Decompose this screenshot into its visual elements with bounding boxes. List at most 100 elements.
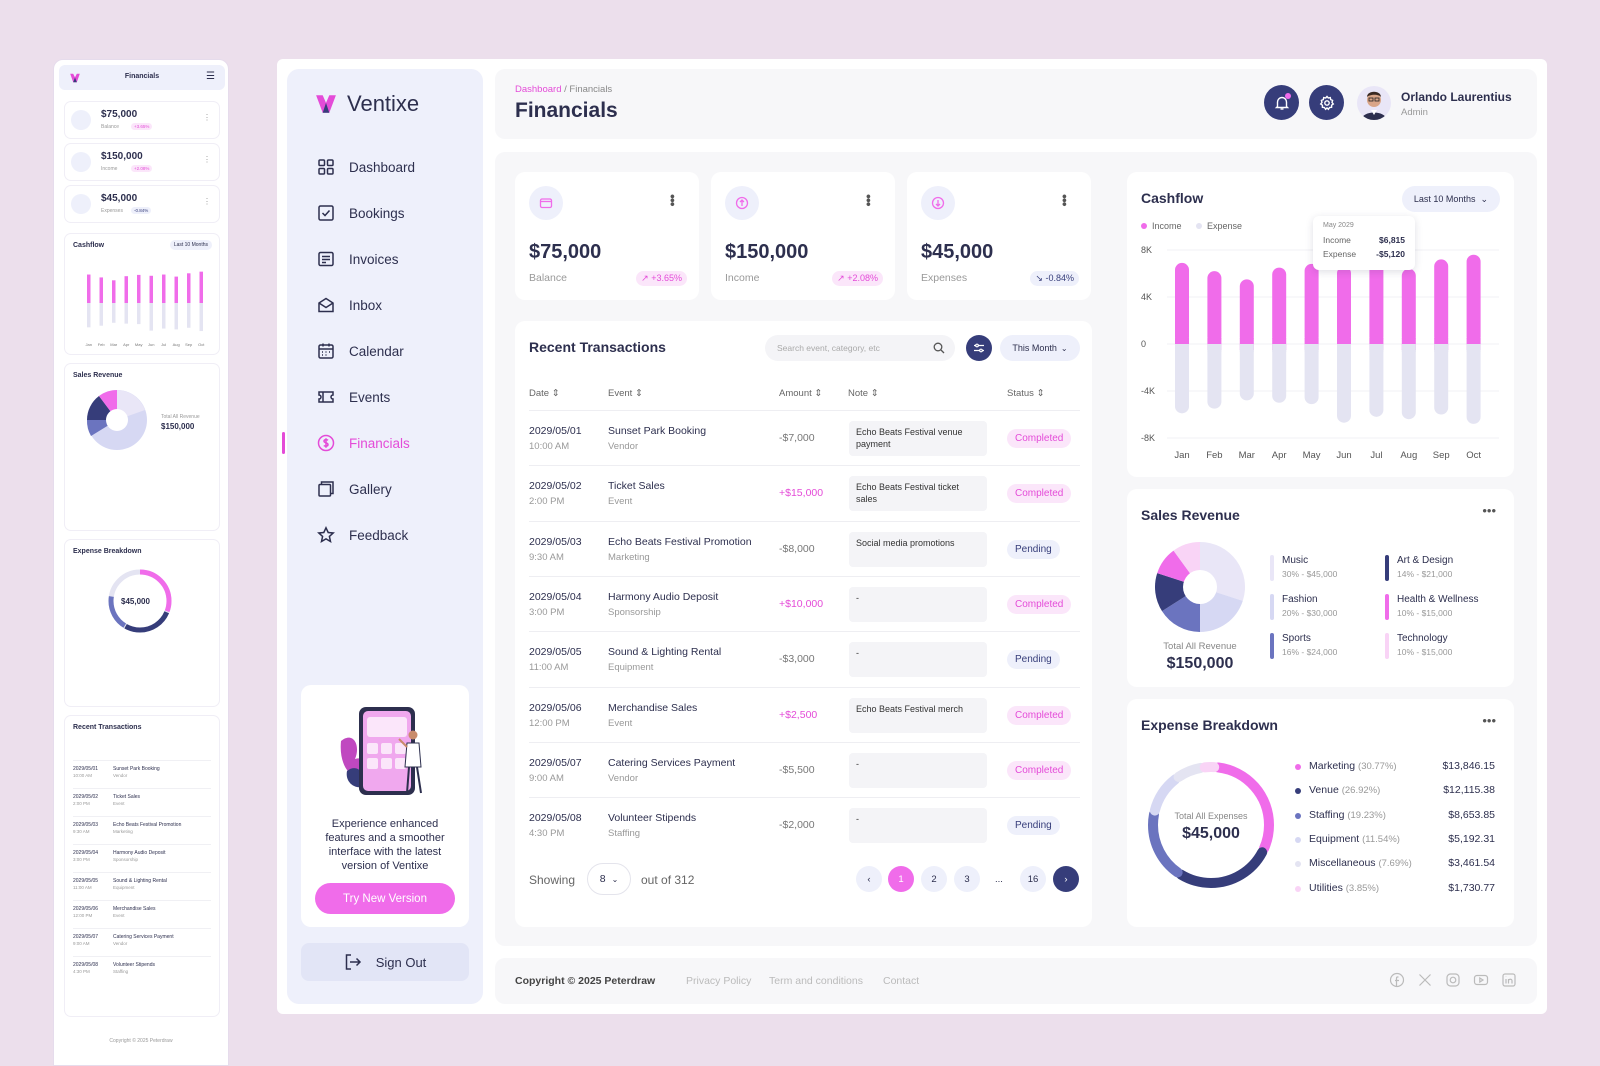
hamburger-icon[interactable]: ☰ bbox=[206, 71, 215, 82]
more-icon[interactable]: ••• bbox=[1482, 503, 1496, 518]
income-bar[interactable] bbox=[1434, 259, 1449, 344]
page-16-button[interactable]: 16 bbox=[1020, 866, 1046, 892]
expense-bar[interactable] bbox=[1434, 344, 1449, 415]
month-select[interactable]: This Month ⌄ bbox=[1000, 335, 1080, 361]
cashflow-range-select[interactable]: Last 10 Months ⌄ bbox=[1401, 186, 1500, 212]
sidebar-item-inbox[interactable]: Inbox bbox=[287, 282, 483, 328]
sidebar-item-label: Bookings bbox=[349, 205, 405, 221]
sidebar-item-calendar[interactable]: Calendar bbox=[287, 328, 483, 374]
privacy-policy-link[interactable]: Privacy Policy bbox=[686, 975, 752, 987]
legend-name-group: Staffing (19.23%) bbox=[1309, 809, 1386, 821]
table-row[interactable]: 2029/05/04 3:00 PM Harmony Audio Deposit Sp… bbox=[529, 575, 1080, 632]
mobile-table-row[interactable]: 2029/05/02 2:00 PM Ticket Sales Event bbox=[73, 788, 211, 812]
table-row[interactable]: 2029/05/06 12:00 PM Merchandise Sales Event… bbox=[529, 686, 1080, 743]
mobile-table-row[interactable]: 2029/05/05 11:00 AM Sound & Lighting Renta… bbox=[73, 872, 211, 896]
more-icon[interactable]: ⋮ bbox=[203, 155, 211, 164]
income-bar[interactable] bbox=[1207, 271, 1222, 344]
income-bar[interactable] bbox=[1304, 263, 1319, 344]
income-bar[interactable] bbox=[1272, 267, 1287, 344]
prev-page-button[interactable]: ‹ bbox=[856, 866, 882, 892]
sidebar-item-bookings[interactable]: Bookings bbox=[287, 190, 483, 236]
column-header-date[interactable]: Date ⇕ bbox=[529, 388, 560, 399]
expense-bar[interactable] bbox=[1272, 344, 1287, 403]
filter-button[interactable] bbox=[966, 335, 992, 361]
page-2-button[interactable]: 2 bbox=[921, 866, 947, 892]
income-bar[interactable] bbox=[1369, 262, 1384, 344]
mobile-table-row[interactable]: 2029/05/07 9:00 AM Catering Services Payme… bbox=[73, 928, 211, 952]
stat-label: Balance bbox=[101, 124, 120, 130]
sidebar-item-feedback[interactable]: Feedback bbox=[287, 512, 483, 558]
x-icon[interactable] bbox=[1417, 972, 1433, 988]
page-size-select[interactable]: 8 ⌄ bbox=[587, 863, 631, 895]
mobile-expense-bar bbox=[124, 303, 128, 324]
instagram-icon[interactable] bbox=[1445, 972, 1461, 988]
expense-bar[interactable] bbox=[1304, 344, 1319, 405]
mobile-table-row[interactable]: 2029/05/06 12:00 PM Merchandise Sales Event bbox=[73, 900, 211, 924]
expense-bar[interactable] bbox=[1466, 344, 1481, 424]
table-row[interactable]: 2029/05/05 11:00 AM Sound & Lighting Renta… bbox=[529, 631, 1080, 687]
mobile-table-row[interactable]: 2029/05/04 3:00 PM Harmony Audio Deposit Sp… bbox=[73, 844, 211, 868]
facebook-icon[interactable] bbox=[1389, 972, 1405, 988]
page-1-button[interactable]: 1 bbox=[888, 866, 914, 892]
mobile-range-select[interactable]: Last 10 Months bbox=[169, 240, 212, 250]
stat-value: $45,000 bbox=[101, 193, 138, 204]
income-bar[interactable] bbox=[1401, 268, 1416, 344]
terms-link[interactable]: Term and conditions bbox=[769, 975, 863, 987]
more-icon[interactable]: ••• bbox=[861, 194, 877, 206]
expense-bar[interactable] bbox=[1239, 344, 1254, 401]
column-header-note[interactable]: Note ⇕ bbox=[848, 388, 879, 399]
copyright: Copyright © 2025 Peterdraw bbox=[515, 975, 656, 987]
table-row[interactable]: 2029/05/08 4:30 PM Volunteer Stipends Staff… bbox=[529, 797, 1080, 853]
table-row[interactable]: 2029/05/03 9:30 AM Echo Beats Festival Pro… bbox=[529, 520, 1080, 577]
expense-bar[interactable] bbox=[1207, 344, 1222, 409]
column-header-status[interactable]: Status ⇕ bbox=[1007, 388, 1045, 399]
youtube-icon[interactable] bbox=[1473, 972, 1489, 988]
table-row[interactable]: 2029/05/01 10:00 AM Sunset Park Booking Ven… bbox=[529, 410, 1080, 466]
brand[interactable]: Ventixe bbox=[315, 91, 419, 117]
more-icon[interactable]: ••• bbox=[665, 194, 681, 206]
expense-bar[interactable] bbox=[1175, 344, 1189, 414]
sidebar-item-dashboard[interactable]: Dashboard bbox=[287, 144, 483, 190]
page-3-button[interactable]: 3 bbox=[954, 866, 980, 892]
income-bar[interactable] bbox=[1466, 254, 1481, 344]
mobile-transactions-title: Recent Transactions bbox=[73, 724, 142, 731]
mobile-table-row[interactable]: 2029/05/01 10:00 AM Sunset Park Booking Ven… bbox=[73, 760, 211, 784]
sidebar-item-invoices[interactable]: Invoices bbox=[287, 236, 483, 282]
mobile-time: 9:30 AM bbox=[73, 829, 90, 834]
contact-link[interactable]: Contact bbox=[883, 975, 920, 987]
breadcrumb-dashboard[interactable]: Dashboard bbox=[515, 84, 562, 95]
income-bar[interactable] bbox=[1337, 266, 1351, 344]
expense-bar[interactable] bbox=[1401, 344, 1416, 420]
sidebar-item-gallery[interactable]: Gallery bbox=[287, 466, 483, 512]
more-icon[interactable]: ⋮ bbox=[203, 197, 211, 206]
column-header-amount[interactable]: Amount ⇕ bbox=[779, 388, 822, 399]
sidebar-item-events[interactable]: Events bbox=[287, 374, 483, 420]
sort-icon: ⇕ bbox=[1036, 388, 1045, 399]
income-bar[interactable] bbox=[1239, 279, 1254, 344]
mobile-table-row[interactable]: 2029/05/03 9:30 AM Echo Beats Festival Pro… bbox=[73, 816, 211, 840]
try-new-version-button[interactable]: Try New Version bbox=[315, 883, 455, 914]
expense-bar[interactable] bbox=[1337, 344, 1351, 423]
expense-bar[interactable] bbox=[1369, 344, 1384, 417]
more-icon[interactable]: ••• bbox=[1057, 194, 1073, 206]
status-badge: Completed bbox=[1007, 705, 1072, 725]
event-category: Event bbox=[608, 717, 633, 729]
notifications-button[interactable] bbox=[1264, 85, 1299, 120]
x-tick-label: Jun bbox=[1336, 450, 1351, 461]
more-icon[interactable]: ••• bbox=[1482, 713, 1496, 728]
mobile-sales-pie bbox=[86, 390, 147, 450]
income-bar[interactable] bbox=[1175, 262, 1189, 344]
cell-amount: -$5,500 bbox=[779, 763, 815, 776]
more-icon[interactable]: ⋮ bbox=[203, 113, 211, 122]
sign-out-button[interactable]: Sign Out bbox=[301, 943, 469, 981]
transactions-search-input[interactable]: Search event, category, etc bbox=[765, 335, 955, 361]
linkedin-icon[interactable] bbox=[1501, 972, 1517, 988]
column-header-event[interactable]: Event ⇕ bbox=[608, 388, 643, 399]
table-row[interactable]: 2029/05/02 2:00 PM Ticket Sales Event +$15,0… bbox=[529, 465, 1080, 521]
sidebar-item-financials[interactable]: Financials bbox=[282, 420, 483, 466]
mobile-table-row[interactable]: 2029/05/08 4:30 PM Volunteer Stipends Staff… bbox=[73, 956, 211, 980]
table-row[interactable]: 2029/05/07 9:00 AM Catering Services Payme… bbox=[529, 741, 1080, 798]
avatar[interactable] bbox=[1357, 86, 1391, 120]
next-page-button[interactable]: › bbox=[1053, 866, 1079, 892]
settings-button[interactable] bbox=[1309, 85, 1344, 120]
